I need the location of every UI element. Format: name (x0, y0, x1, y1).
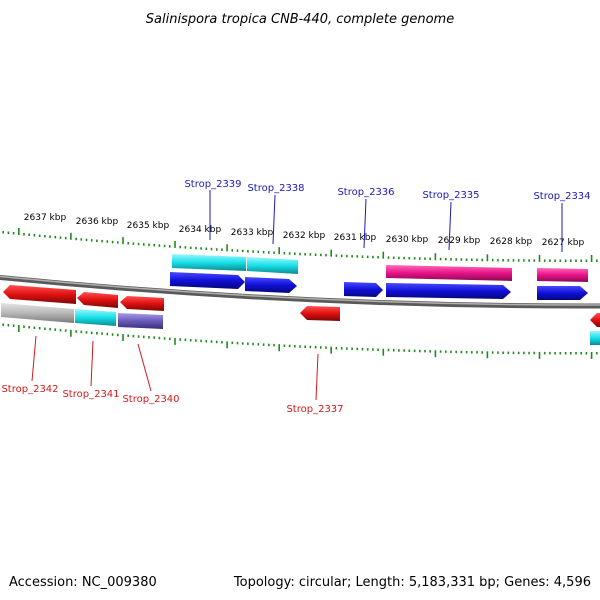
gene-strop-2340[interactable] (120, 296, 164, 311)
leader-strop-2341 (90, 340, 94, 387)
scale-label-2632: 2632 kbp (283, 231, 326, 241)
gene-offscreen-right[interactable] (590, 313, 600, 327)
scale-label-2630: 2630 kbp (386, 235, 429, 245)
gene-labels-bottom: Strop_2342 Strop_2341 Strop_2340 Strop_2… (1, 335, 344, 415)
label-strop-2336[interactable]: Strop_2336 (337, 187, 394, 198)
label-strop-2340[interactable]: Strop_2340 (122, 394, 179, 405)
gene-strop-2341[interactable] (77, 292, 118, 308)
feature-track-forward (170, 272, 588, 300)
scale-label-2629: 2629 kbp (438, 236, 481, 246)
gene-strop-2338[interactable] (245, 277, 297, 293)
label-strop-2338[interactable]: Strop_2338 (247, 183, 304, 194)
feature-offscreen-right-rna[interactable] (590, 331, 600, 345)
leader-strop-2340 (137, 343, 152, 392)
label-strop-2337[interactable]: Strop_2337 (286, 404, 343, 415)
label-strop-2339[interactable]: Strop_2339 (184, 179, 241, 190)
scale-label-2633: 2633 kbp (231, 228, 274, 238)
feature-strop-2341-rna[interactable] (75, 309, 116, 326)
gene-strop-2337[interactable] (300, 306, 340, 321)
label-strop-2335[interactable]: Strop_2335 (422, 190, 479, 201)
feature-strop-2342-region[interactable] (1, 303, 74, 323)
leader-strop-2338 (272, 194, 276, 245)
gene-strop-2336[interactable] (344, 282, 383, 297)
feature-strop-2338-rna[interactable] (247, 257, 298, 274)
leader-strop-2342 (31, 335, 37, 382)
label-strop-2341[interactable]: Strop_2341 (62, 389, 119, 400)
gene-strop-2335[interactable] (386, 283, 511, 299)
scale-label-2627: 2627 kbp (542, 238, 585, 248)
map-title: Salinispora tropica CNB-440, complete ge… (146, 12, 454, 27)
gene-strop-2339[interactable] (170, 272, 245, 289)
scale-label-2628: 2628 kbp (490, 237, 533, 247)
feature-strop-2339-rna[interactable] (172, 254, 246, 271)
accession-text: Accession: NC_009380 (9, 575, 157, 590)
gene-labels-top: Strop_2339 Strop_2338 Strop_2336 Strop_2… (184, 179, 591, 252)
label-strop-2342[interactable]: Strop_2342 (1, 384, 58, 395)
gene-strop-2334[interactable] (537, 286, 588, 300)
leader-strop-2335 (448, 201, 452, 251)
feature-strop-2334-rna[interactable] (537, 268, 588, 282)
feature-track-rna (172, 254, 588, 282)
leader-strop-2336 (363, 198, 367, 249)
feature-track-reverse-rna (1, 303, 600, 345)
label-strop-2334[interactable]: Strop_2334 (533, 191, 590, 202)
genome-summary-text: Topology: circular; Length: 5,183,331 bp… (233, 575, 591, 590)
feature-strop-2335-rna[interactable] (386, 265, 512, 281)
scale-label-2635: 2635 kbp (127, 221, 170, 231)
gene-strop-2342[interactable] (3, 285, 76, 304)
feature-track-reverse (3, 285, 600, 327)
genome-backbone (0, 274, 600, 309)
scale-labels: 2637 kbp 2636 kbp 2635 kbp 2634 kbp 2633… (24, 213, 585, 248)
scale-label-2631: 2631 kbp (334, 233, 377, 243)
scale-label-2636: 2636 kbp (76, 217, 119, 227)
feature-strop-2340-rna[interactable] (118, 313, 163, 329)
scale-label-2634: 2634 kbp (179, 225, 222, 235)
scale-label-2637: 2637 kbp (24, 213, 67, 223)
leader-strop-2337 (315, 353, 319, 401)
lower-scale-ticks (2, 323, 598, 359)
upper-scale-ticks (2, 228, 598, 262)
genome-backbone-highlight (0, 275, 600, 306)
